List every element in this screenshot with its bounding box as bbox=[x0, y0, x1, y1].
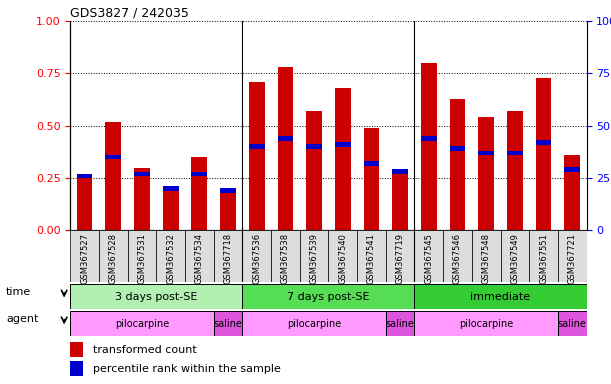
Text: GSM367528: GSM367528 bbox=[109, 233, 118, 284]
Text: GSM367527: GSM367527 bbox=[80, 233, 89, 284]
Bar bbox=[478, 118, 494, 230]
Bar bbox=[386, 230, 414, 282]
Bar bbox=[335, 142, 351, 147]
Bar bbox=[386, 311, 414, 336]
Text: agent: agent bbox=[6, 314, 38, 324]
Bar bbox=[392, 172, 408, 230]
Text: GSM367534: GSM367534 bbox=[195, 233, 204, 284]
Text: GSM367721: GSM367721 bbox=[568, 233, 577, 284]
Text: pilocarpine: pilocarpine bbox=[287, 318, 341, 329]
Bar bbox=[392, 169, 408, 174]
Bar bbox=[191, 157, 207, 230]
Bar bbox=[507, 151, 523, 155]
Bar bbox=[335, 88, 351, 230]
Bar bbox=[70, 230, 99, 282]
Bar bbox=[558, 230, 587, 282]
Bar bbox=[70, 342, 82, 357]
Bar bbox=[185, 230, 214, 282]
Text: immediate: immediate bbox=[470, 291, 530, 302]
Text: GSM367548: GSM367548 bbox=[481, 233, 491, 284]
Bar bbox=[500, 230, 529, 282]
Bar bbox=[128, 230, 156, 282]
Text: GSM367540: GSM367540 bbox=[338, 233, 347, 284]
Text: 7 days post-SE: 7 days post-SE bbox=[287, 291, 370, 302]
Bar bbox=[70, 311, 214, 336]
Bar bbox=[134, 172, 150, 176]
Bar bbox=[558, 311, 587, 336]
Bar bbox=[529, 230, 558, 282]
Bar bbox=[329, 230, 357, 282]
Bar bbox=[220, 188, 236, 193]
Bar bbox=[536, 78, 551, 230]
Bar bbox=[472, 230, 500, 282]
Bar bbox=[443, 230, 472, 282]
Text: GSM367531: GSM367531 bbox=[137, 233, 147, 284]
Bar bbox=[565, 167, 580, 172]
Text: GSM367546: GSM367546 bbox=[453, 233, 462, 284]
Bar bbox=[99, 230, 128, 282]
Text: 3 days post-SE: 3 days post-SE bbox=[115, 291, 197, 302]
Bar bbox=[106, 122, 121, 230]
Bar bbox=[243, 230, 271, 282]
Text: GSM367541: GSM367541 bbox=[367, 233, 376, 284]
Bar bbox=[214, 311, 243, 336]
Bar bbox=[191, 172, 207, 176]
Bar bbox=[414, 230, 443, 282]
Bar bbox=[277, 136, 293, 141]
Text: GSM367539: GSM367539 bbox=[310, 233, 318, 284]
Text: percentile rank within the sample: percentile rank within the sample bbox=[93, 364, 282, 374]
Text: GSM367536: GSM367536 bbox=[252, 233, 262, 284]
Text: GSM367719: GSM367719 bbox=[395, 233, 404, 284]
Bar bbox=[134, 167, 150, 230]
Bar bbox=[106, 155, 121, 159]
Text: GDS3827 / 242035: GDS3827 / 242035 bbox=[70, 7, 189, 20]
Bar bbox=[421, 136, 437, 141]
Bar bbox=[249, 82, 265, 230]
Text: saline: saline bbox=[558, 318, 587, 329]
Bar bbox=[306, 144, 322, 149]
Bar bbox=[243, 284, 414, 309]
Bar bbox=[271, 230, 300, 282]
Bar bbox=[277, 67, 293, 230]
Text: GSM367532: GSM367532 bbox=[166, 233, 175, 284]
Bar bbox=[357, 230, 386, 282]
Bar bbox=[300, 230, 329, 282]
Bar bbox=[478, 151, 494, 155]
Bar bbox=[214, 230, 243, 282]
Bar bbox=[163, 189, 178, 230]
Bar bbox=[70, 284, 243, 309]
Text: pilocarpine: pilocarpine bbox=[115, 318, 169, 329]
Bar bbox=[421, 63, 437, 230]
Text: GSM367549: GSM367549 bbox=[510, 233, 519, 284]
Bar bbox=[249, 144, 265, 149]
Bar bbox=[77, 174, 92, 178]
Bar bbox=[364, 161, 379, 166]
Bar bbox=[77, 176, 92, 230]
Bar bbox=[243, 311, 386, 336]
Bar bbox=[220, 190, 236, 230]
Bar bbox=[156, 230, 185, 282]
Bar bbox=[414, 311, 558, 336]
Bar bbox=[507, 111, 523, 230]
Bar bbox=[536, 140, 551, 145]
Bar bbox=[163, 186, 178, 191]
Text: pilocarpine: pilocarpine bbox=[459, 318, 513, 329]
Bar bbox=[306, 111, 322, 230]
Text: GSM367718: GSM367718 bbox=[224, 233, 233, 284]
Text: saline: saline bbox=[214, 318, 243, 329]
Text: saline: saline bbox=[386, 318, 414, 329]
Text: GSM367551: GSM367551 bbox=[539, 233, 548, 284]
Bar bbox=[414, 284, 587, 309]
Text: transformed count: transformed count bbox=[93, 345, 197, 355]
Bar bbox=[450, 99, 466, 230]
Text: time: time bbox=[6, 287, 31, 297]
Bar bbox=[450, 146, 466, 151]
Bar bbox=[364, 128, 379, 230]
Text: GSM367538: GSM367538 bbox=[281, 233, 290, 284]
Text: GSM367545: GSM367545 bbox=[424, 233, 433, 284]
Bar bbox=[70, 361, 82, 376]
Bar bbox=[565, 155, 580, 230]
